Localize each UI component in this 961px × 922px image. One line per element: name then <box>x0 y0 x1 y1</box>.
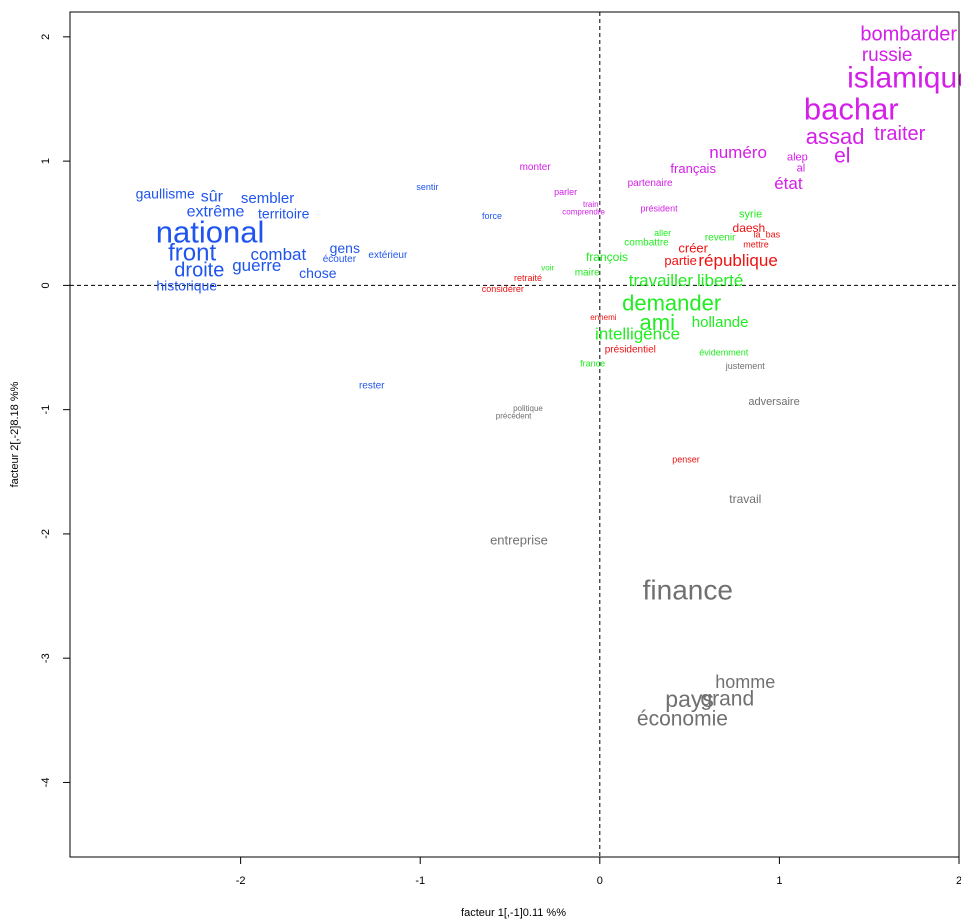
y-tick-label: 2 <box>40 34 52 40</box>
word-point: bombarder <box>860 23 957 45</box>
x-tick-label: 1 <box>776 875 782 887</box>
word-point: hollande <box>692 314 749 331</box>
word-point: retraité <box>514 273 542 283</box>
x-tick-label: 0 <box>597 875 603 887</box>
word-point: françois <box>586 250 628 264</box>
word-point: penser <box>672 454 700 464</box>
word-point: travail <box>729 492 761 506</box>
y-tick-label: -4 <box>40 778 52 788</box>
word-point: bachar <box>804 91 899 126</box>
word-point: partenaire <box>628 178 673 189</box>
word-point: historique <box>156 277 217 293</box>
word-point: voir <box>541 263 554 272</box>
word-point: maire <box>575 267 600 278</box>
word-point: monter <box>520 162 552 173</box>
word-point: français <box>670 161 716 176</box>
word-point: mettre <box>743 239 769 249</box>
x-tick-label: 2 <box>956 875 961 887</box>
x-tick-label: -2 <box>236 875 246 887</box>
word-point: force <box>482 211 502 221</box>
word-point: adversaire <box>748 396 799 408</box>
word-point: parler <box>554 187 577 197</box>
word-point: traiter <box>874 123 925 145</box>
word-point: entreprise <box>490 533 548 548</box>
word-point: syrie <box>739 209 762 221</box>
word-point: combattre <box>624 238 669 249</box>
word-point: al <box>797 163 806 175</box>
word-point: travailler <box>629 271 694 290</box>
x-axis-title: facteur 1[,-1]0.11 %% <box>461 907 566 919</box>
word-point: guerre <box>232 256 281 275</box>
word-point: présidentiel <box>605 345 656 356</box>
word-point: précédent <box>496 411 532 420</box>
word-point: république <box>698 251 777 270</box>
word-point: écouter <box>323 254 357 265</box>
word-point: la_bas <box>754 229 781 239</box>
x-tick-label: -1 <box>415 875 425 887</box>
word-point: évidemment <box>699 347 749 357</box>
word-point: économie <box>637 708 728 731</box>
word-point: gaullisme <box>136 185 195 201</box>
word-point: chose <box>299 265 337 281</box>
word-point: finance <box>643 574 733 605</box>
word-points: bombarderrussieislamiquebacharassadtrait… <box>136 23 961 730</box>
word-point: justement <box>725 361 766 371</box>
y-axis-title: facteur 2[,-2]8.18 %% <box>9 381 21 487</box>
axis-ticks: -2 -1 0 1 2 -4 -3 -2 -1 0 1 2 <box>40 34 961 887</box>
word-point: président <box>641 203 679 213</box>
word-point: numéro <box>709 143 767 162</box>
word-point: comprendre <box>562 208 605 217</box>
word-point: sentir <box>416 182 438 192</box>
word-point: el <box>834 145 850 168</box>
word-point: état <box>774 174 803 193</box>
word-point: extérieur <box>368 250 408 261</box>
y-tick-label: -2 <box>40 529 52 539</box>
y-tick-label: -3 <box>40 653 52 663</box>
word-point: france <box>580 359 605 369</box>
y-tick-label: 0 <box>40 282 52 288</box>
word-point: islamique <box>847 61 961 94</box>
word-point: partie <box>664 253 697 268</box>
word-point: ennemi <box>590 313 616 322</box>
word-point: revenir <box>705 233 736 244</box>
word-point: rester <box>359 381 385 392</box>
word-point: territoire <box>258 205 310 221</box>
word-point: liberté <box>697 271 743 290</box>
word-point: considérer <box>482 284 524 294</box>
y-tick-label: 1 <box>40 158 52 164</box>
word-point: intelligence <box>595 324 680 343</box>
y-tick-label: -1 <box>40 405 52 415</box>
